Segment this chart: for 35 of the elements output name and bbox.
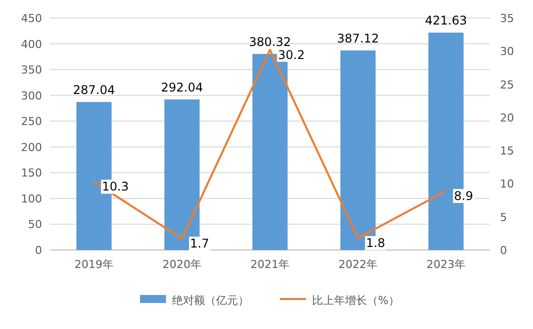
y2-tick-label: 35	[500, 12, 514, 25]
data-label: 387.12	[337, 31, 379, 46]
y-tick-label: 150	[21, 166, 42, 180]
y2-tick-label: 30	[500, 45, 514, 58]
data-label: 292.04	[161, 80, 203, 94]
y2-tick-label: 0	[500, 244, 507, 257]
data-label: 1.7	[190, 236, 210, 251]
y-tick-label: 300	[21, 89, 42, 102]
x-tick-label: 2023年	[426, 258, 466, 271]
y-tick-label: 0	[35, 244, 42, 257]
y-tick-label: 100	[21, 192, 42, 206]
y-tick-label: 50	[28, 218, 42, 232]
y-tick-label: 350	[21, 64, 42, 77]
data-label: 1.8	[366, 236, 386, 250]
legend-label: 绝对额（亿元）	[172, 294, 249, 307]
y2-tick-label: 5	[500, 210, 507, 224]
data-label: 10.3	[102, 180, 129, 194]
y-tick-label: 450	[21, 12, 42, 25]
x-tick-label: 2020年	[162, 258, 202, 271]
data-label: 421.63	[425, 14, 467, 28]
x-tick-label: 2022年	[338, 258, 378, 271]
x-tick-label: 2019年	[74, 258, 114, 271]
data-label: 8.9	[454, 189, 474, 204]
x-tick-label: 2021年	[250, 258, 290, 271]
data-label: 287.04	[73, 83, 115, 98]
y2-tick-label: 25	[500, 78, 514, 92]
legend-label: 比上年增长（%）	[312, 294, 400, 307]
y-tick-label: 250	[21, 115, 42, 128]
y2-tick-label: 15	[500, 144, 514, 158]
y-tick-label: 200	[21, 140, 42, 154]
data-label: 380.32	[249, 34, 291, 49]
y2-tick-label: 20	[500, 111, 514, 124]
y2-tick-label: 10	[500, 178, 514, 191]
data-label: 30.2	[278, 48, 305, 62]
y-tick-label: 400	[21, 38, 42, 51]
